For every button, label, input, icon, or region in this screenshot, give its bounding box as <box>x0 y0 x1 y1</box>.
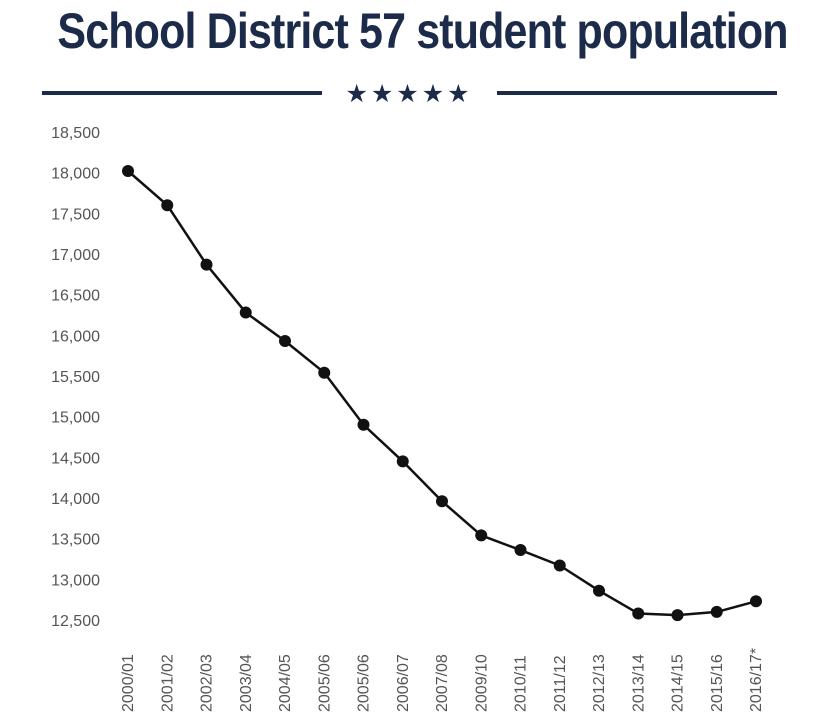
x-tick-label: 2016/17* <box>748 648 765 712</box>
series-group <box>122 165 762 622</box>
y-tick-label: 13,500 <box>51 532 100 549</box>
x-tick-label: 2009/10 <box>473 654 490 712</box>
y-tick-label: 18,500 <box>51 125 100 142</box>
data-point[interactable] <box>632 607 645 620</box>
y-tick-label: 13,000 <box>51 572 100 589</box>
x-tick-label: 2015/16 <box>709 654 726 712</box>
x-tick-label: 2013/14 <box>630 654 647 712</box>
data-point[interactable] <box>122 165 134 178</box>
x-tick-label: 2006/07 <box>395 654 412 712</box>
y-axis: 18,500 18,000 17,500 17,000 16,500 16,000 15,5… <box>51 125 100 630</box>
data-point[interactable] <box>200 258 213 271</box>
data-point[interactable] <box>318 366 331 379</box>
data-point[interactable] <box>750 595 762 608</box>
data-point[interactable] <box>279 335 291 348</box>
y-tick-label: 16,000 <box>51 328 100 345</box>
y-tick-label: 15,000 <box>51 410 100 427</box>
x-tick-label: 2011/12 <box>552 655 569 712</box>
rating-stars-icon: ★★★★★ <box>345 79 472 108</box>
data-point[interactable] <box>514 544 527 557</box>
x-tick-label: 2010/11 <box>513 655 530 712</box>
x-tick-label: 2004/05 <box>277 654 294 712</box>
y-tick-label: 12,500 <box>51 613 100 630</box>
data-point[interactable] <box>396 455 409 468</box>
x-tick-label: 2005/06 <box>316 654 333 712</box>
x-tick-label: 2005/06 <box>356 654 373 712</box>
x-tick-label: 2014/15 <box>670 654 687 712</box>
y-tick-label: 14,000 <box>51 491 100 508</box>
data-point[interactable] <box>436 495 448 508</box>
data-point[interactable] <box>671 609 684 622</box>
data-point[interactable] <box>239 306 252 319</box>
data-point[interactable] <box>553 559 566 572</box>
y-tick-label: 18,000 <box>51 166 100 183</box>
data-point[interactable] <box>593 584 605 597</box>
x-tick-label: 2012/13 <box>591 654 608 712</box>
y-tick-label: 16,500 <box>51 288 100 305</box>
data-point[interactable] <box>357 418 370 431</box>
y-tick-label: 14,500 <box>51 450 100 467</box>
x-tick-label: 2002/03 <box>199 654 216 712</box>
data-point[interactable] <box>475 529 488 542</box>
y-tick-label: 17,000 <box>51 247 100 264</box>
chart-title: School District 57 student population <box>57 3 788 59</box>
x-tick-label: 2000/01 <box>120 654 137 712</box>
x-tick-label: 2001/02 <box>159 654 176 712</box>
data-point[interactable] <box>161 199 174 212</box>
y-tick-label: 15,500 <box>51 369 100 386</box>
x-tick-label: 2003/04 <box>238 654 255 712</box>
x-tick-label: 2007/08 <box>434 654 451 712</box>
data-point[interactable] <box>710 605 723 618</box>
y-tick-label: 17,500 <box>51 206 100 223</box>
x-axis: 2000/01 2001/02 2002/03 2003/04 2004/05 2005/… <box>120 648 765 712</box>
series-line <box>127 170 757 617</box>
